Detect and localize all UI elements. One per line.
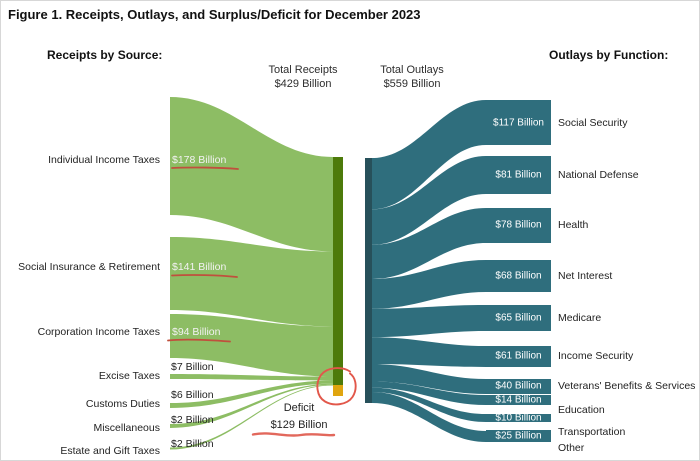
outlay-flow-other [372, 392, 486, 442]
outlay-value-health: $78 Billion [495, 219, 542, 231]
deficit-segment [333, 385, 343, 396]
outlay-value-education: $14 Billion [495, 394, 542, 406]
deficit-value: $129 Billion [270, 419, 328, 431]
source-label-excise-taxes: Excise Taxes [98, 370, 160, 382]
outlays-bar [365, 158, 372, 403]
outlay-flow-education [372, 381, 486, 405]
chip-health [486, 208, 551, 243]
source-label-individual-income-taxes: Individual Income Taxes [48, 154, 160, 166]
deficit-callout: Deficit $129 Billion [256, 400, 342, 434]
source-value-individual-income-taxes: $178 Billion [172, 154, 227, 166]
receipt-flow-individual-income-taxes [170, 97, 333, 252]
total-receipts-title: Total Receipts [268, 64, 338, 76]
chip-transportation [486, 414, 551, 422]
receipt-flow-excise-taxes [170, 374, 333, 381]
outlay-value-national-defense: $81 Billion [495, 169, 542, 181]
receipt-flow-corporation-income-taxes [170, 314, 333, 377]
source-label-social-insurance: Social Insurance & Retirement [18, 261, 160, 273]
source-label-estate-gift-taxes: Estate and Gift Taxes [60, 445, 160, 457]
receipt-flow-customs-duties [170, 380, 333, 408]
receipt-flows [170, 97, 333, 450]
source-value-social-insurance: $141 Billion [172, 261, 227, 273]
receipt-flow-miscellaneous [170, 383, 333, 428]
chip-national-defense [486, 156, 551, 194]
outlay-flow-veterans-benefits [372, 364, 486, 394]
outlay-flow-health [372, 208, 486, 279]
chip-other [486, 430, 551, 442]
chip-veterans-benefits [486, 379, 551, 394]
underline-178-annotation [171, 166, 239, 170]
source-label-miscellaneous: Miscellaneous [93, 422, 160, 434]
receipt-flow-social-insurance [170, 237, 333, 327]
source-label-corporation-income-taxes: Corporation Income Taxes [37, 326, 160, 338]
receipts-section-header: Receipts by Source: [47, 48, 163, 62]
source-value-corporation-income-taxes: $94 Billion [172, 326, 221, 338]
total-receipts-header: Total Receipts $429 Billion [238, 63, 368, 91]
outlay-flow-income-security [372, 337, 486, 367]
function-label-net-interest: Net Interest [558, 270, 613, 282]
outlay-value-net-interest: $68 Billion [495, 270, 542, 282]
outlays-section-header: Outlays by Function: [549, 48, 669, 62]
underline-94-annotation [167, 338, 231, 343]
outlay-value-chips [486, 100, 551, 442]
underline-141-annotation [171, 274, 238, 278]
outlay-value-transportation: $10 Billion [495, 412, 542, 424]
function-label-income-security: Income Security [558, 350, 634, 362]
source-value-miscellaneous: $2 Billion [171, 414, 214, 426]
outlay-flow-national-defense [372, 156, 486, 245]
figure-title: Figure 1. Receipts, Outlays, and Surplus… [8, 7, 421, 22]
function-label-social-security: Social Security [558, 117, 628, 129]
outlay-value-income-security: $61 Billion [495, 350, 542, 362]
chip-social-security [486, 100, 551, 145]
outlay-value-other: $25 Billion [495, 430, 542, 442]
red-annotations [167, 166, 357, 437]
chip-income-security [486, 346, 551, 367]
outlay-value-medicare: $65 Billion [495, 312, 542, 324]
outlay-flow-net-interest [372, 260, 486, 309]
deficit-label: Deficit [283, 402, 315, 414]
total-outlays-header: Total Outlays $559 Billion [347, 63, 477, 91]
deficit-circle-annotation [316, 367, 357, 406]
chip-net-interest [486, 260, 551, 292]
outlay-value-social-security: $117 Billion [493, 117, 544, 129]
outlay-flow-transportation [372, 387, 486, 422]
source-value-excise-taxes: $7 Billion [171, 361, 214, 373]
function-label-transportation: Transportation [558, 426, 626, 438]
function-label-other: Other [558, 442, 585, 454]
total-receipts-amount: $429 Billion [274, 78, 332, 90]
function-label-medicare: Medicare [558, 312, 602, 324]
receipts-bar [333, 157, 343, 385]
function-label-education: Education [558, 404, 605, 416]
outlay-value-veterans-benefits: $40 Billion [495, 380, 542, 392]
outlay-flows [372, 100, 486, 442]
function-label-health: Health [558, 219, 589, 231]
chip-medicare [486, 305, 551, 331]
function-label-veterans-benefits: Veterans' Benefits & Services [558, 380, 696, 392]
source-label-customs-duties: Customs Duties [85, 398, 160, 410]
total-outlays-title: Total Outlays [380, 64, 444, 76]
outlay-flow-medicare [372, 305, 486, 338]
total-outlays-amount: $559 Billion [383, 78, 441, 90]
chip-education [486, 395, 551, 405]
source-value-customs-duties: $6 Billion [171, 389, 214, 401]
outlay-flow-social-security [372, 100, 486, 210]
source-value-estate-gift-taxes: $2 Billion [171, 438, 214, 450]
deficit-underline-annotation [251, 432, 336, 437]
receipt-flow-estate-gift-taxes [170, 384, 333, 450]
function-label-national-defense: National Defense [558, 169, 639, 181]
